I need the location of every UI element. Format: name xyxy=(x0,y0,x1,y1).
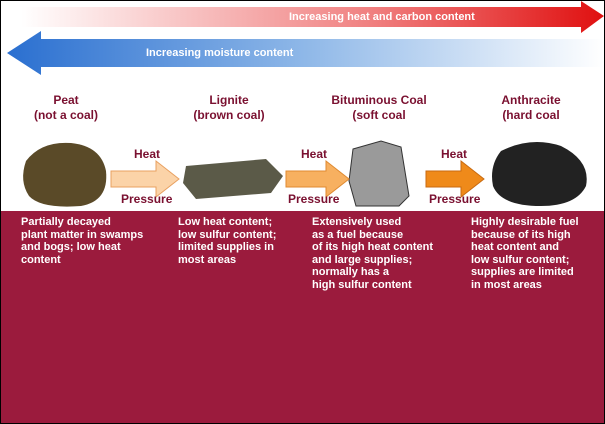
heat-label: Increasing heat and carbon content xyxy=(289,11,475,23)
description-line: Low heat content; xyxy=(178,216,273,228)
coal-name: Anthracite xyxy=(501,93,561,107)
heat-text: Heat xyxy=(301,147,328,161)
coal-name: Bituminous Coal xyxy=(331,93,427,107)
description-line: Partially decayed xyxy=(21,216,111,228)
description-line: low sulfur content; xyxy=(471,253,570,266)
description-line: of its high heat content xyxy=(312,241,433,253)
description-line: limited supplies in xyxy=(178,241,274,253)
transition-arrow xyxy=(110,159,180,199)
description-line: content xyxy=(21,253,61,266)
pressure-text: Pressure xyxy=(429,192,481,206)
description-line: most areas xyxy=(178,253,237,266)
pressure-text: Pressure xyxy=(288,192,340,206)
description-line: low sulfur content; xyxy=(178,228,277,241)
heat-arrow xyxy=(21,1,604,33)
moisture-label: Increasing moisture content xyxy=(146,47,294,59)
coal-note: (not a coal) xyxy=(33,108,98,122)
description-line: heat content and xyxy=(471,241,560,253)
transition-arrow xyxy=(425,159,485,199)
coal-note: (soft coal xyxy=(352,108,406,122)
coal-note: (brown coal) xyxy=(193,108,265,122)
lignite-image xyxy=(183,159,283,199)
description-line: as a fuel because xyxy=(312,228,404,241)
heat-text: Heat xyxy=(441,147,468,161)
description-line: Highly desirable fuel xyxy=(471,216,579,228)
description-line: high sulfur content xyxy=(312,278,412,291)
transition-arrow xyxy=(285,159,350,199)
moisture-arrow xyxy=(7,31,604,75)
coal-name: Peat xyxy=(53,93,79,107)
description-line: because of its high xyxy=(471,228,571,241)
coal-name: Lignite xyxy=(209,93,249,107)
description-line: in most areas xyxy=(471,278,542,291)
description-line: and bogs; low heat xyxy=(21,241,121,253)
coal-note: (hard coal xyxy=(502,108,560,122)
description-line: Extensively used xyxy=(312,216,402,228)
peat-image xyxy=(23,142,107,207)
description-line: normally has a xyxy=(312,266,390,278)
pressure-text: Pressure xyxy=(121,192,173,206)
description-panel xyxy=(1,211,604,423)
anthracite-image xyxy=(492,142,587,206)
description-line: plant matter in swamps xyxy=(21,228,144,241)
description-line: and large supplies; xyxy=(312,253,413,266)
heat-text: Heat xyxy=(134,147,161,161)
description-line: supplies are limited xyxy=(471,266,574,278)
bituminous-image xyxy=(348,140,410,207)
